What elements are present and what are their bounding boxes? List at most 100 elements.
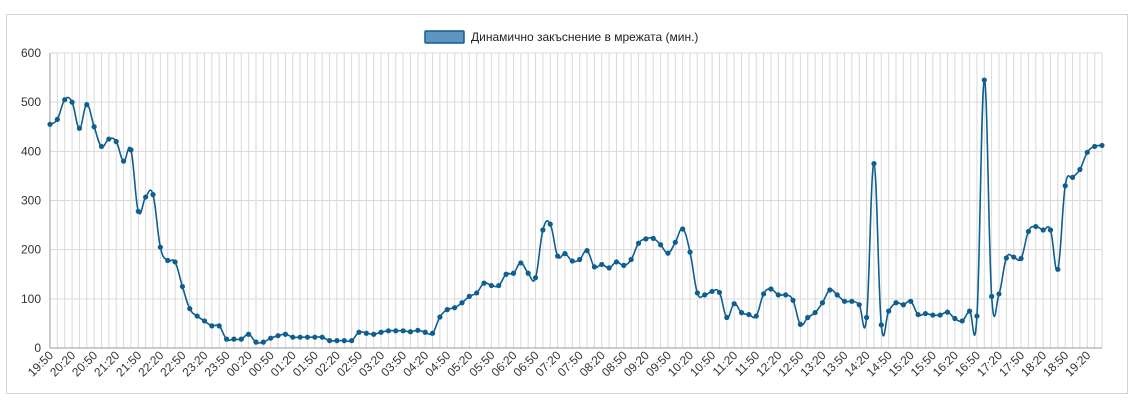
data-point bbox=[922, 310, 929, 317]
data-point bbox=[253, 339, 259, 345]
data-point bbox=[393, 328, 399, 334]
data-point bbox=[481, 280, 487, 286]
data-point bbox=[363, 330, 369, 336]
data-point bbox=[84, 102, 90, 108]
series-line bbox=[49, 79, 1103, 344]
data-point bbox=[290, 334, 296, 340]
data-point bbox=[621, 262, 627, 268]
data-point bbox=[724, 314, 730, 321]
data-point bbox=[371, 331, 377, 337]
data-point bbox=[613, 259, 620, 265]
data-point bbox=[1099, 142, 1105, 149]
data-point bbox=[893, 300, 899, 306]
data-point bbox=[937, 312, 943, 318]
data-point bbox=[143, 194, 149, 200]
data-point bbox=[378, 329, 384, 335]
data-point bbox=[900, 302, 906, 308]
data-point bbox=[643, 236, 649, 242]
data-point bbox=[665, 250, 671, 256]
data-point bbox=[783, 292, 789, 298]
data-point bbox=[738, 310, 745, 316]
data-point bbox=[194, 313, 200, 319]
data-point bbox=[120, 158, 127, 164]
data-point bbox=[841, 298, 848, 304]
data-point bbox=[532, 275, 539, 281]
data-point bbox=[304, 334, 311, 340]
data-point bbox=[760, 291, 767, 297]
data-point bbox=[746, 311, 752, 318]
data-point bbox=[599, 261, 605, 268]
data-point bbox=[407, 329, 414, 335]
data-point bbox=[496, 282, 502, 289]
data-point bbox=[415, 327, 421, 333]
data-point bbox=[753, 313, 759, 319]
data-point bbox=[201, 318, 208, 324]
legend-swatch bbox=[424, 30, 465, 44]
data-point bbox=[334, 338, 340, 344]
data-point bbox=[1033, 223, 1039, 230]
data-point bbox=[312, 334, 318, 340]
data-point bbox=[930, 312, 936, 318]
data-point bbox=[128, 147, 134, 153]
data-point bbox=[709, 288, 715, 295]
data-point bbox=[856, 302, 862, 308]
data-point bbox=[179, 283, 186, 290]
data-point bbox=[577, 256, 583, 263]
data-point bbox=[702, 292, 708, 298]
data-point bbox=[488, 282, 494, 289]
data-point bbox=[326, 338, 333, 344]
data-point bbox=[319, 334, 325, 340]
y-tick-label: 500 bbox=[21, 95, 41, 109]
data-point bbox=[650, 235, 656, 241]
data-point bbox=[1092, 143, 1098, 150]
data-point bbox=[1047, 227, 1054, 233]
y-tick-label: 0 bbox=[34, 341, 41, 355]
data-point bbox=[1040, 227, 1046, 233]
data-point bbox=[790, 297, 796, 303]
data-point bbox=[959, 318, 965, 324]
data-point bbox=[996, 291, 1002, 297]
data-point bbox=[775, 292, 781, 298]
data-point bbox=[915, 311, 921, 318]
data-point bbox=[981, 77, 987, 83]
data-point bbox=[209, 323, 215, 329]
data-point bbox=[812, 310, 818, 316]
data-point bbox=[444, 307, 450, 313]
data-point bbox=[952, 315, 958, 322]
data-point bbox=[1077, 166, 1083, 173]
legend[interactable]: Динамично закъснение в мрежата (мин.) bbox=[424, 30, 698, 44]
data-point bbox=[282, 331, 289, 337]
data-point bbox=[797, 321, 803, 327]
data-point bbox=[187, 306, 193, 312]
data-point bbox=[834, 292, 840, 298]
data-point bbox=[547, 221, 553, 227]
data-point bbox=[562, 251, 568, 257]
data-point bbox=[466, 293, 472, 299]
series-line-layer bbox=[49, 79, 1103, 344]
data-point bbox=[1011, 254, 1017, 260]
data-point bbox=[238, 336, 244, 342]
data-point bbox=[135, 208, 141, 214]
data-point bbox=[385, 328, 392, 334]
data-point bbox=[966, 308, 973, 314]
data-point bbox=[944, 309, 951, 315]
data-point bbox=[849, 298, 855, 304]
data-point bbox=[260, 339, 266, 345]
data-point bbox=[878, 322, 884, 328]
data-point bbox=[452, 305, 458, 311]
data-point bbox=[172, 259, 178, 265]
data-point bbox=[731, 301, 737, 307]
data-point bbox=[437, 314, 443, 320]
data-point bbox=[429, 330, 436, 336]
data-point bbox=[76, 125, 83, 131]
series-points-layer bbox=[47, 77, 1105, 345]
data-point bbox=[805, 314, 811, 321]
y-tick-label: 600 bbox=[21, 46, 41, 60]
data-point bbox=[459, 300, 465, 306]
data-point bbox=[680, 226, 686, 232]
y-tick-label: 200 bbox=[21, 243, 41, 257]
x-tick-label: 19:20 bbox=[1062, 348, 1093, 379]
data-point bbox=[54, 116, 60, 122]
data-point bbox=[628, 256, 634, 263]
